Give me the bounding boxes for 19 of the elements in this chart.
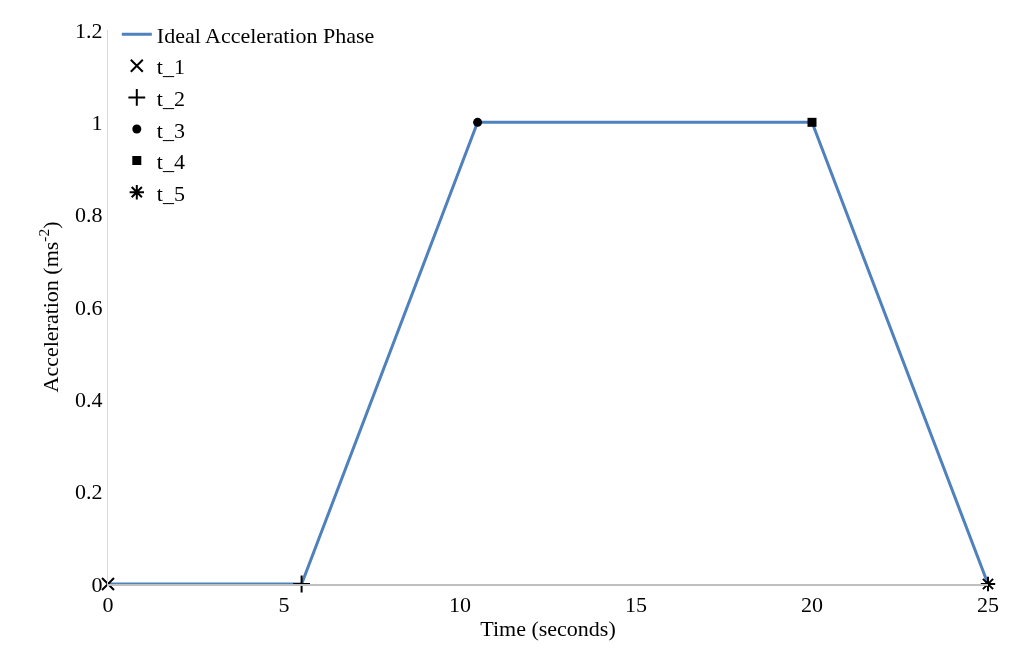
y-tick-label: 0.8 <box>75 202 103 228</box>
x-tick-label: 10 <box>449 592 471 618</box>
x-tick-label: 25 <box>977 592 999 618</box>
y-tick-label: 1 <box>91 110 103 136</box>
y-tick-label: 0.4 <box>75 387 103 413</box>
legend-label: t_2 <box>156 85 185 111</box>
legend-label: Ideal Acceleration Phase <box>156 22 375 48</box>
legend-label: t_4 <box>156 149 185 175</box>
y-tick-label: 0.2 <box>75 479 103 505</box>
x-tick-label: 20 <box>801 592 823 618</box>
y-tick-label: 1.2 <box>75 17 103 43</box>
legend-label: t_3 <box>156 117 185 143</box>
x-tick-label: 5 <box>278 592 290 618</box>
legend-label: t_5 <box>156 180 185 206</box>
legend-label: t_1 <box>156 54 185 80</box>
y-tick-label: 0 <box>91 571 103 597</box>
x-tick-label: 15 <box>625 592 647 618</box>
x-axis-title: Time (seconds) <box>480 615 616 641</box>
y-tick-label: 0.6 <box>75 294 103 320</box>
